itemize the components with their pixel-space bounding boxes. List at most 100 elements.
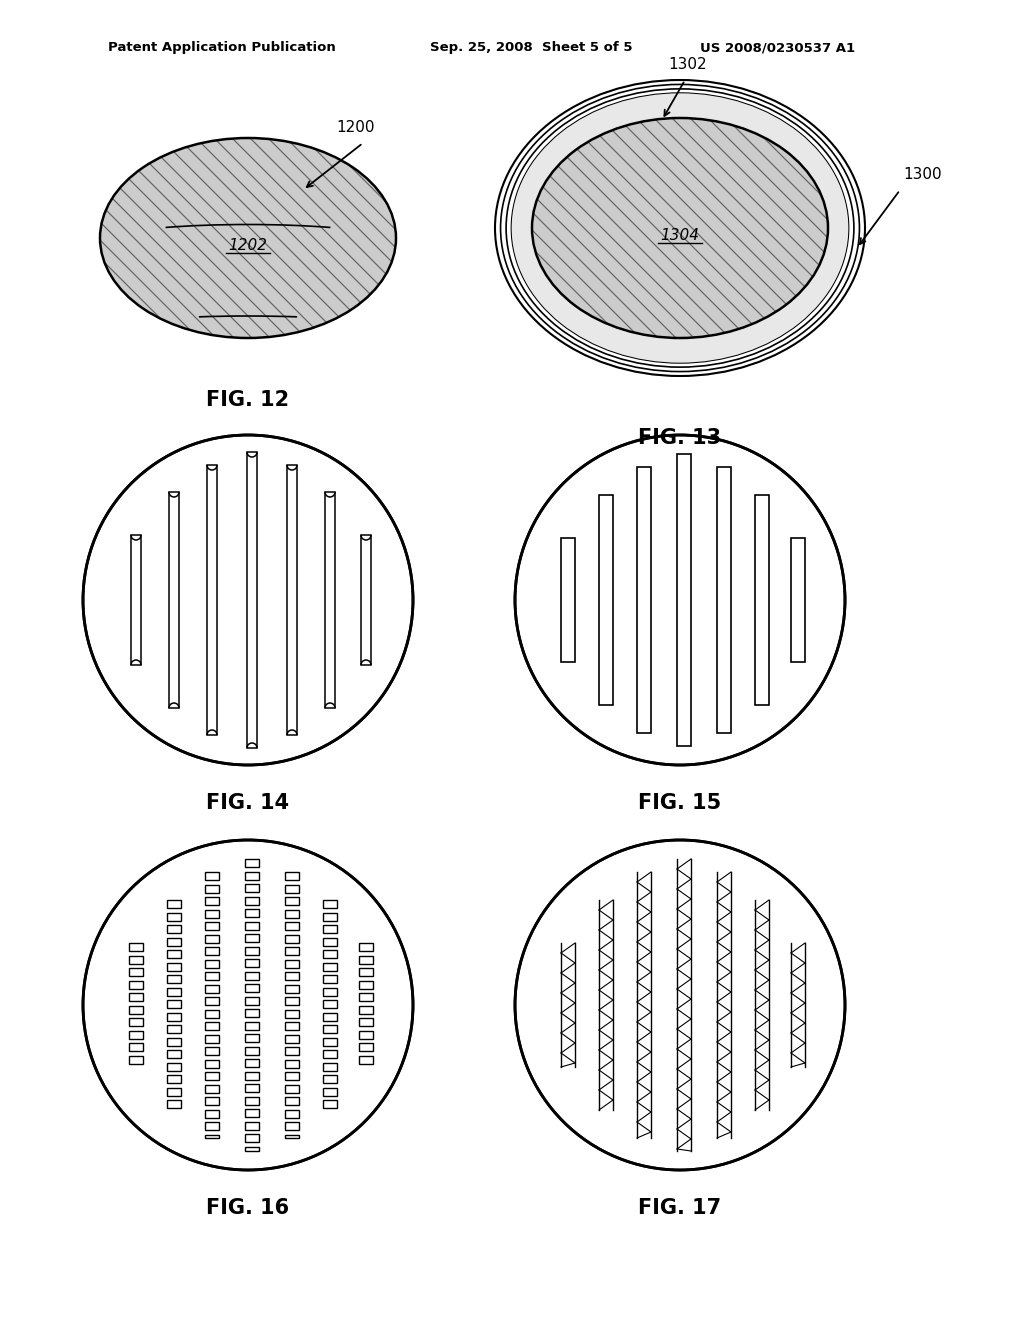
Bar bbox=[167, 912, 181, 920]
Bar bbox=[205, 884, 219, 892]
Text: 1200: 1200 bbox=[337, 120, 375, 135]
Bar bbox=[167, 987, 181, 995]
Bar bbox=[361, 535, 371, 665]
Bar bbox=[325, 492, 335, 708]
Text: FIG. 17: FIG. 17 bbox=[638, 1199, 722, 1218]
Text: 1300: 1300 bbox=[903, 168, 942, 182]
Bar bbox=[285, 1035, 299, 1043]
Bar bbox=[245, 1134, 259, 1142]
Bar bbox=[129, 993, 143, 1001]
Bar bbox=[205, 935, 219, 942]
Bar bbox=[245, 1109, 259, 1117]
Bar bbox=[247, 451, 257, 748]
Bar bbox=[285, 972, 299, 979]
Bar bbox=[323, 1001, 337, 1008]
Bar bbox=[285, 898, 299, 906]
Bar bbox=[167, 1012, 181, 1020]
Bar bbox=[167, 1074, 181, 1082]
Bar bbox=[323, 950, 337, 958]
Bar bbox=[129, 1056, 143, 1064]
Bar bbox=[359, 956, 373, 964]
Circle shape bbox=[515, 436, 845, 766]
Bar bbox=[167, 1026, 181, 1034]
Bar bbox=[205, 909, 219, 917]
Bar bbox=[323, 962, 337, 970]
Bar bbox=[167, 975, 181, 983]
Bar bbox=[169, 492, 179, 708]
Bar bbox=[205, 997, 219, 1005]
Bar bbox=[205, 921, 219, 931]
Bar bbox=[245, 997, 259, 1005]
Text: FIG. 15: FIG. 15 bbox=[638, 793, 722, 813]
Bar bbox=[323, 912, 337, 920]
Circle shape bbox=[83, 436, 413, 766]
Ellipse shape bbox=[512, 94, 848, 363]
Bar bbox=[323, 1100, 337, 1107]
Bar bbox=[323, 1026, 337, 1034]
Bar bbox=[285, 1097, 299, 1105]
Bar bbox=[131, 535, 141, 665]
Circle shape bbox=[83, 840, 413, 1170]
Bar bbox=[205, 1122, 219, 1130]
Text: FIG. 13: FIG. 13 bbox=[638, 428, 722, 447]
Bar bbox=[323, 1063, 337, 1071]
Circle shape bbox=[515, 840, 845, 1170]
Bar bbox=[323, 1038, 337, 1045]
Bar bbox=[359, 1018, 373, 1026]
Bar bbox=[285, 921, 299, 931]
Ellipse shape bbox=[532, 117, 828, 338]
Bar bbox=[205, 1060, 219, 1068]
Text: 1302: 1302 bbox=[669, 57, 708, 73]
Bar bbox=[359, 1043, 373, 1051]
Bar bbox=[205, 985, 219, 993]
Bar bbox=[323, 900, 337, 908]
Bar bbox=[285, 960, 299, 968]
Bar bbox=[245, 921, 259, 929]
Bar bbox=[245, 1034, 259, 1041]
Bar bbox=[245, 896, 259, 904]
Bar bbox=[285, 935, 299, 942]
Bar bbox=[245, 884, 259, 892]
Bar bbox=[285, 1022, 299, 1030]
Bar bbox=[245, 909, 259, 917]
Bar bbox=[287, 465, 297, 735]
Bar bbox=[167, 962, 181, 970]
Bar bbox=[245, 1059, 259, 1067]
Bar bbox=[205, 1010, 219, 1018]
Bar bbox=[285, 1047, 299, 1055]
Text: US 2008/0230537 A1: US 2008/0230537 A1 bbox=[700, 41, 855, 54]
Bar bbox=[167, 1100, 181, 1107]
Bar bbox=[129, 968, 143, 975]
Bar bbox=[205, 873, 219, 880]
Bar bbox=[245, 1097, 259, 1105]
Bar bbox=[245, 960, 259, 968]
Bar bbox=[167, 1049, 181, 1059]
Bar bbox=[205, 1022, 219, 1030]
Bar bbox=[323, 987, 337, 995]
Bar bbox=[167, 1063, 181, 1071]
Bar bbox=[129, 981, 143, 989]
Bar bbox=[129, 956, 143, 964]
Bar bbox=[129, 1043, 143, 1051]
Bar bbox=[167, 900, 181, 908]
Bar bbox=[323, 1049, 337, 1059]
Bar bbox=[207, 465, 217, 735]
Bar bbox=[359, 942, 373, 950]
Bar bbox=[323, 937, 337, 945]
Bar bbox=[205, 1134, 219, 1138]
Bar bbox=[285, 873, 299, 880]
Bar bbox=[245, 859, 259, 867]
Bar bbox=[245, 1147, 259, 1151]
Bar bbox=[205, 1085, 219, 1093]
Text: FIG. 14: FIG. 14 bbox=[207, 793, 290, 813]
Bar bbox=[323, 975, 337, 983]
Bar bbox=[323, 1088, 337, 1096]
Bar bbox=[167, 1088, 181, 1096]
Bar bbox=[285, 909, 299, 917]
Bar bbox=[245, 1122, 259, 1130]
Bar bbox=[205, 972, 219, 979]
Bar bbox=[359, 968, 373, 975]
Bar bbox=[245, 1022, 259, 1030]
Bar bbox=[245, 1008, 259, 1016]
Bar bbox=[717, 467, 731, 733]
